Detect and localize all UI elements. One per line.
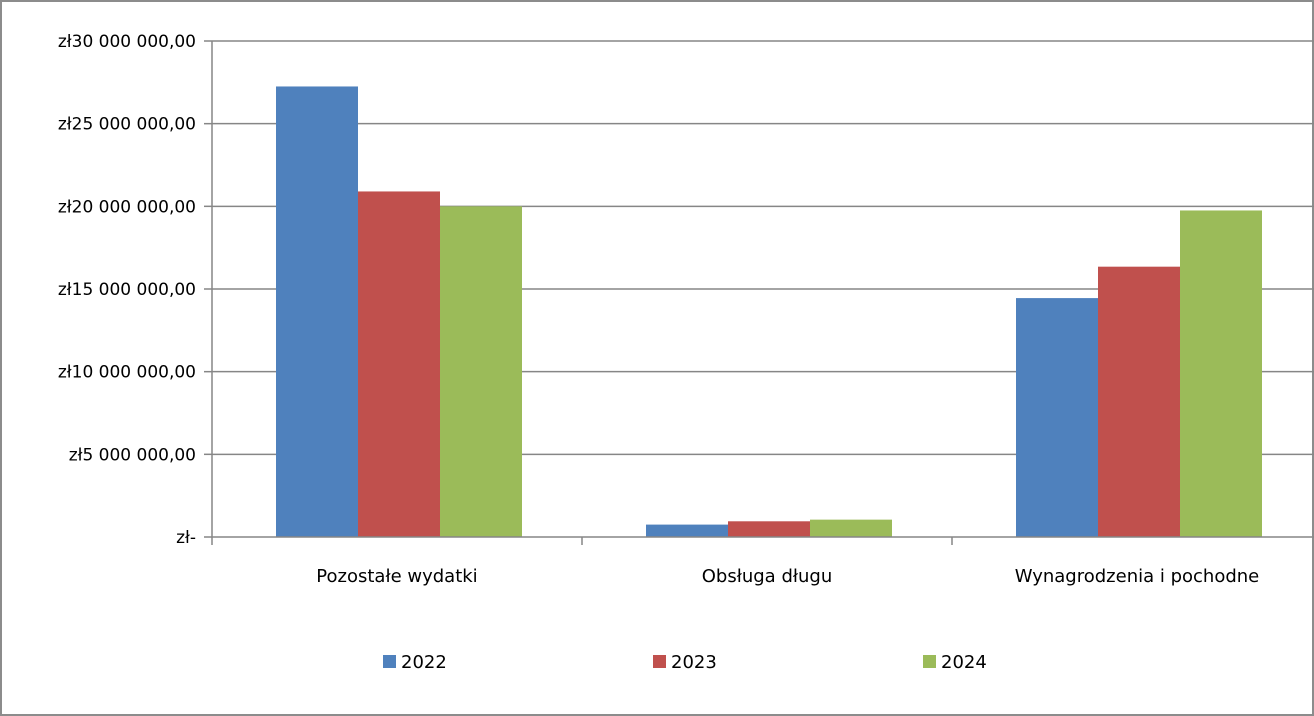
category-label: Obsługa długu xyxy=(702,566,832,587)
x-axis-category-labels: Pozostałe wydatki Obsługa długu Wynagrodze… xyxy=(316,566,1259,587)
bar-2023-2 xyxy=(1098,266,1180,537)
bar-2024-2 xyxy=(1180,210,1262,537)
legend-label-2022: 2022 xyxy=(401,652,447,673)
category-label: Wynagrodzenia i pochodne xyxy=(1015,566,1260,587)
legend-swatch-2022 xyxy=(383,655,396,668)
bar-2024-1 xyxy=(810,519,892,537)
legend-label-2024: 2024 xyxy=(941,652,987,673)
category-label: Pozostałe wydatki xyxy=(316,566,477,587)
bar-2023-0 xyxy=(358,191,440,537)
bar-2022-1 xyxy=(646,524,728,537)
legend-label-2023: 2023 xyxy=(671,652,717,673)
y-axis-tick-labels: zł-zł5 000 000,00 zł10 000 000,00 zł15 000… xyxy=(58,32,196,548)
bar-2022-0 xyxy=(276,86,358,537)
bars xyxy=(276,86,1262,538)
y-tick-label: zł30 000 000,00 xyxy=(58,32,196,52)
bar-2024-0 xyxy=(440,206,522,538)
bar-2023-1 xyxy=(728,521,810,537)
legend-swatch-2023 xyxy=(653,655,666,668)
legend: 2022 2023 2024 xyxy=(383,652,987,673)
y-tick-label: zł25 000 000,00 xyxy=(58,115,196,135)
bar-2022-2 xyxy=(1016,298,1098,537)
y-tick-label: zł10 000 000,00 xyxy=(58,363,196,383)
x-axis xyxy=(211,41,1314,545)
y-tick-label: zł- xyxy=(176,528,196,548)
y-tick-label: zł5 000 000,00 xyxy=(69,445,196,465)
y-tick-label: zł15 000 000,00 xyxy=(58,280,196,300)
y-tick-label: zł20 000 000,00 xyxy=(58,197,196,217)
legend-swatch-2024 xyxy=(923,655,936,668)
